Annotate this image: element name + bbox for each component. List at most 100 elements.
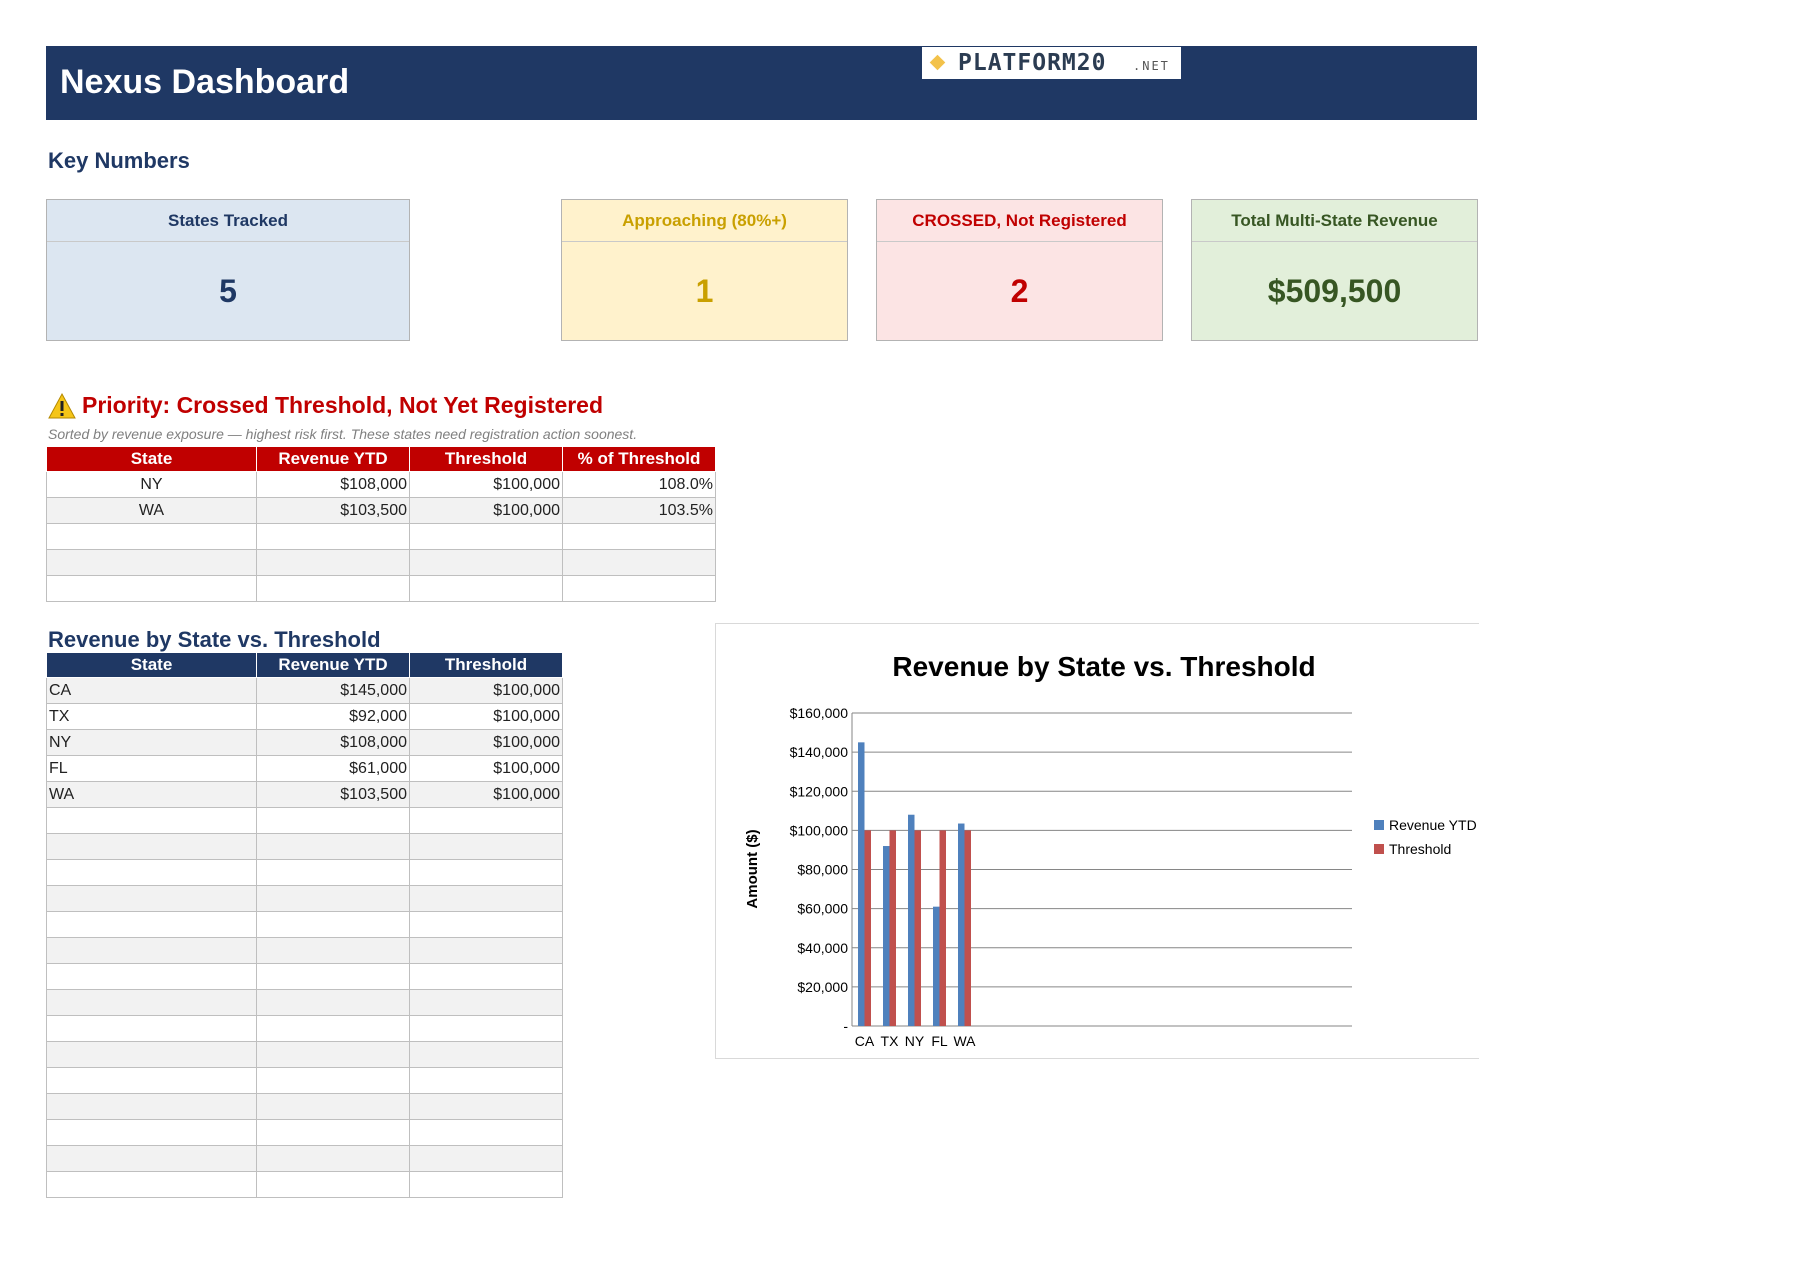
table-cell[interactable] xyxy=(562,575,716,602)
table-cell[interactable] xyxy=(409,1067,563,1094)
table-cell[interactable]: $108,000 xyxy=(256,729,410,756)
table-row: WA $103,500 $100,000 xyxy=(46,781,563,808)
table-cell[interactable]: $100,000 xyxy=(409,471,563,498)
table-cell[interactable]: $100,000 xyxy=(409,703,563,730)
table-cell[interactable] xyxy=(46,911,257,938)
table-cell[interactable]: $92,000 xyxy=(256,703,410,730)
table-cell[interactable] xyxy=(256,1119,410,1146)
table-cell[interactable] xyxy=(409,1119,563,1146)
table-cell[interactable]: NY xyxy=(46,471,257,498)
bar-revenue-ytd-ca xyxy=(858,742,865,1026)
table-cell[interactable] xyxy=(256,523,410,550)
table-cell[interactable] xyxy=(46,1067,257,1094)
table-cell[interactable] xyxy=(256,833,410,860)
table-cell[interactable]: 103.5% xyxy=(562,497,716,524)
table-cell[interactable]: $100,000 xyxy=(409,781,563,808)
table-cell[interactable] xyxy=(256,885,410,912)
table-cell[interactable] xyxy=(256,963,410,990)
kpi-value: 2 xyxy=(1010,273,1029,309)
table-cell[interactable] xyxy=(256,989,410,1016)
table-cell[interactable] xyxy=(409,911,563,938)
column-header[interactable]: Threshold xyxy=(409,446,563,472)
table-row: NY $108,000 $100,000 xyxy=(46,729,563,756)
column-header[interactable]: Revenue YTD xyxy=(256,652,410,678)
table-cell[interactable] xyxy=(256,1041,410,1068)
table-cell[interactable] xyxy=(46,963,257,990)
table-cell[interactable]: $100,000 xyxy=(409,497,563,524)
table-cell[interactable] xyxy=(409,1145,563,1172)
table-cell[interactable]: $100,000 xyxy=(409,755,563,782)
table-cell[interactable]: $103,500 xyxy=(256,497,410,524)
table-cell[interactable] xyxy=(256,1015,410,1042)
table-cell[interactable] xyxy=(46,859,257,886)
table-cell[interactable] xyxy=(562,523,716,550)
table-cell[interactable] xyxy=(46,989,257,1016)
logo-text: PLATFORM20 xyxy=(958,50,1107,76)
table-cell[interactable] xyxy=(409,885,563,912)
table-cell[interactable] xyxy=(409,1015,563,1042)
table-cell[interactable] xyxy=(256,1067,410,1094)
table-cell[interactable] xyxy=(46,1119,257,1146)
table-cell[interactable] xyxy=(409,523,563,550)
y-axis-label: Amount ($) xyxy=(744,829,761,908)
table-cell[interactable] xyxy=(256,1145,410,1172)
table-cell[interactable] xyxy=(46,549,257,576)
table-cell[interactable]: $103,500 xyxy=(256,781,410,808)
table-cell[interactable]: $100,000 xyxy=(409,677,563,704)
table-cell[interactable]: FL xyxy=(46,755,257,782)
table-cell[interactable] xyxy=(256,937,410,964)
table-cell[interactable] xyxy=(46,937,257,964)
table-cell[interactable] xyxy=(256,1171,410,1198)
table-cell[interactable] xyxy=(46,807,257,834)
bar-threshold-fl xyxy=(939,830,946,1026)
table-cell[interactable] xyxy=(46,1171,257,1198)
table-cell[interactable] xyxy=(46,1041,257,1068)
table-cell[interactable] xyxy=(409,575,563,602)
table-cell[interactable] xyxy=(409,989,563,1016)
column-header[interactable]: % of Threshold xyxy=(562,446,716,472)
table-cell[interactable] xyxy=(46,1145,257,1172)
table-row xyxy=(46,1041,563,1068)
table-cell[interactable]: 108.0% xyxy=(562,471,716,498)
table-cell[interactable] xyxy=(46,1093,257,1120)
table-cell[interactable] xyxy=(409,963,563,990)
table-cell[interactable] xyxy=(256,549,410,576)
table-cell[interactable] xyxy=(46,1015,257,1042)
table-cell[interactable] xyxy=(256,807,410,834)
table-cell[interactable] xyxy=(46,833,257,860)
table-cell[interactable]: CA xyxy=(46,677,257,704)
table-cell[interactable] xyxy=(409,937,563,964)
table-cell[interactable] xyxy=(256,575,410,602)
table-cell[interactable]: $100,000 xyxy=(409,729,563,756)
table-row: NY $108,000 $100,000 108.0% xyxy=(46,471,716,498)
table-cell[interactable] xyxy=(46,575,257,602)
table-cell[interactable]: TX xyxy=(46,703,257,730)
table-cell[interactable]: NY xyxy=(46,729,257,756)
table-cell[interactable] xyxy=(256,1093,410,1120)
table-cell[interactable] xyxy=(256,859,410,886)
table-cell[interactable] xyxy=(409,1041,563,1068)
table-row xyxy=(46,523,716,550)
table-cell[interactable]: WA xyxy=(46,781,257,808)
table-cell[interactable]: $145,000 xyxy=(256,677,410,704)
platform-logo: PLATFORM20 .NET xyxy=(922,47,1181,79)
column-header[interactable]: State xyxy=(46,652,257,678)
table-cell[interactable]: $108,000 xyxy=(256,471,410,498)
table-cell[interactable]: WA xyxy=(46,497,257,524)
table-cell[interactable] xyxy=(409,859,563,886)
table-cell[interactable] xyxy=(46,885,257,912)
column-header[interactable]: State xyxy=(46,446,257,472)
table-cell[interactable] xyxy=(562,549,716,576)
column-header[interactable]: Threshold xyxy=(409,652,563,678)
bar-threshold-wa xyxy=(964,830,971,1026)
table-cell[interactable] xyxy=(409,807,563,834)
table-cell[interactable] xyxy=(409,549,563,576)
table-cell[interactable] xyxy=(46,523,257,550)
table-cell[interactable] xyxy=(256,911,410,938)
table-cell[interactable] xyxy=(409,1093,563,1120)
table-cell[interactable] xyxy=(409,1171,563,1198)
table-cell[interactable]: $61,000 xyxy=(256,755,410,782)
kpi-card-total-revenue: Total Multi-State Revenue $509,500 xyxy=(1191,199,1478,341)
table-cell[interactable] xyxy=(409,833,563,860)
column-header[interactable]: Revenue YTD xyxy=(256,446,410,472)
